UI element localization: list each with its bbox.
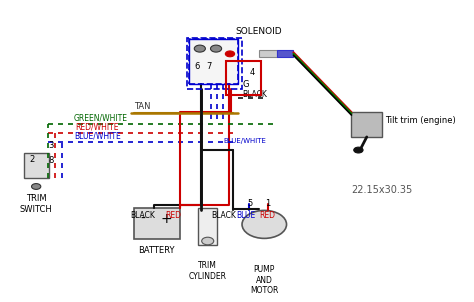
Text: BLUE/WHITE: BLUE/WHITE [223, 138, 266, 144]
Bar [351, 112, 382, 137]
Text: BLUE/WHITE: BLUE/WHITE [74, 131, 121, 140]
Text: BATTERY: BATTERY [138, 246, 175, 255]
Text: 4: 4 [249, 68, 255, 77]
Text: Tilt trim (engine): Tilt trim (engine) [385, 116, 456, 125]
Text: 6: 6 [194, 63, 199, 72]
Text: 7: 7 [206, 63, 212, 72]
Bar [226, 61, 261, 95]
Bar [24, 153, 49, 178]
Text: +: + [160, 212, 172, 226]
Bar [187, 38, 243, 89]
Text: 3: 3 [49, 141, 54, 150]
Text: BLACK: BLACK [243, 90, 267, 99]
Text: PUMP
AND
MOTOR: PUMP AND MOTOR [250, 265, 278, 295]
Bar [189, 39, 238, 85]
Text: BLACK: BLACK [130, 211, 155, 220]
Bar [199, 208, 217, 245]
Text: RED/WHITE: RED/WHITE [75, 123, 119, 132]
Text: TRIM
CYLINDER: TRIM CYLINDER [189, 262, 227, 281]
Text: RED: RED [259, 211, 275, 220]
Text: RED: RED [165, 211, 181, 220]
Bar [189, 39, 238, 85]
Text: 1: 1 [265, 199, 271, 207]
Bar [134, 208, 180, 239]
Circle shape [210, 45, 222, 52]
Circle shape [354, 147, 363, 153]
Text: GREEN/WHITE: GREEN/WHITE [73, 114, 127, 123]
Bar [259, 50, 277, 57]
Text: 2: 2 [29, 155, 34, 164]
Circle shape [202, 237, 214, 245]
Text: TAN: TAN [135, 102, 151, 111]
Circle shape [225, 51, 235, 57]
Text: BLUE: BLUE [236, 211, 255, 220]
Circle shape [242, 210, 287, 238]
Bar [277, 50, 293, 57]
Text: -: - [140, 212, 145, 226]
Text: TRIM
SWITCH: TRIM SWITCH [20, 194, 53, 214]
Text: 8: 8 [49, 156, 54, 165]
Text: 5: 5 [248, 199, 253, 207]
Circle shape [194, 45, 205, 52]
Text: G: G [243, 80, 249, 89]
Text: BLACK: BLACK [211, 211, 237, 220]
Text: 22.15x30.35: 22.15x30.35 [351, 185, 412, 195]
Circle shape [32, 184, 41, 189]
Text: SOLENOID: SOLENOID [236, 27, 282, 36]
